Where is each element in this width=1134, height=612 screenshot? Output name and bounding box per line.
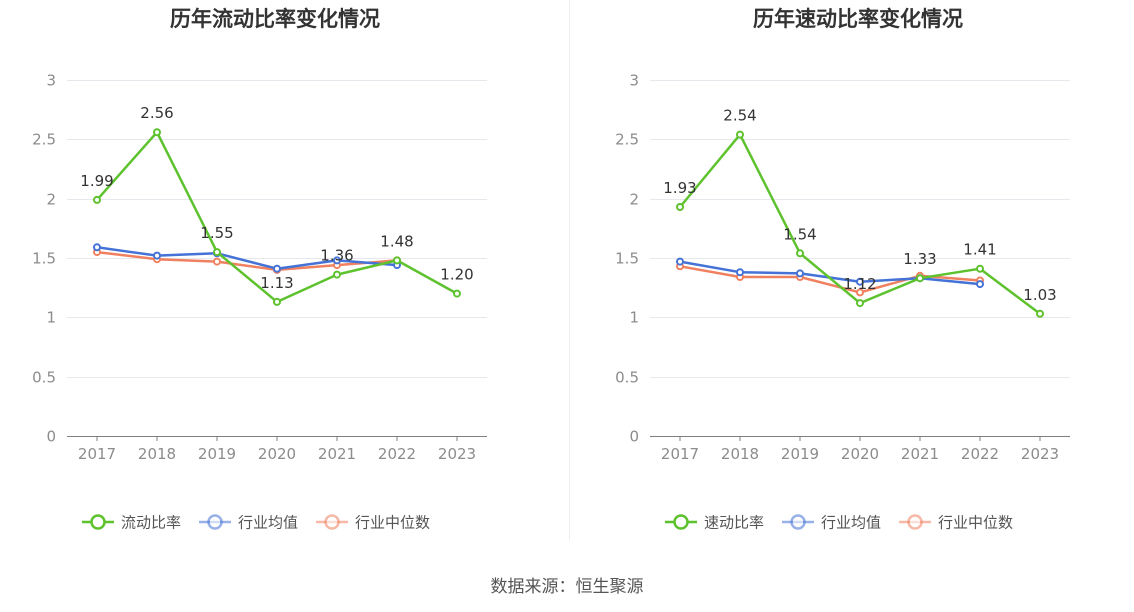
data-point-industry-avg[interactable] [93,243,101,252]
y-tick-label: 0.5 [32,369,56,387]
x-tick-label: 2019 [781,445,819,463]
data-label: 1.33 [903,250,936,268]
x-tick-label: 2023 [1021,445,1059,463]
data-point-industry-avg[interactable] [676,257,684,266]
legend-item-company[interactable]: 速动比率 [665,514,764,532]
y-tick-label: 0 [629,428,639,446]
data-point-industry-avg[interactable] [736,268,744,277]
data-point-company[interactable] [93,195,101,204]
data-label: 1.55 [200,224,233,242]
data-point-industry-median[interactable] [856,288,864,297]
legend-item-company[interactable]: 流动比率 [82,514,181,532]
data-point-company[interactable] [393,256,401,265]
y-tick-label: 3 [629,72,639,90]
y-tick-label: 1.5 [615,250,639,268]
legend-item-industry-median[interactable]: 行业中位数 [316,514,430,532]
legend-marker [790,514,806,530]
y-tick-label: 1.5 [32,250,56,268]
data-label: 1.36 [320,247,353,265]
series-line-industry-median [96,250,398,272]
x-tick-label: 2019 [198,445,236,463]
y-tick-label: 0.5 [615,369,639,387]
x-tick-label: 2017 [661,445,699,463]
data-point-industry-avg[interactable] [976,280,984,289]
x-tick-label: 2018 [138,445,176,463]
x-tick-label: 2021 [901,445,939,463]
data-label: 1.03 [1023,286,1056,304]
y-tick-label: 1 [46,309,56,327]
data-point-company[interactable] [153,128,161,137]
chart-title: 历年流动比率变化情况 [170,7,380,31]
y-tick-label: 2 [629,191,639,209]
y-tick-label: 2 [46,191,56,209]
data-label: 1.13 [260,274,293,292]
y-tick-label: 2.5 [32,131,56,149]
x-tick-label: 2022 [378,445,416,463]
data-point-company[interactable] [736,130,744,139]
chart-panel-1: 历年流动比率变化情况 0 0.5 1 1.5 2 2.5 3 2017 2018 2019 2020 2… [32,7,487,532]
data-label: 1.12 [843,275,876,293]
data-point-industry-avg[interactable] [153,251,161,260]
legend-marker [90,514,106,530]
legend-label: 行业中位数 [355,514,430,532]
data-label: 1.93 [663,179,696,197]
x-tick-label: 2023 [438,445,476,463]
x-tick-label: 2021 [318,445,356,463]
data-point-industry-median[interactable] [213,257,221,266]
data-point-company[interactable] [453,289,461,298]
chart-panel-2: 历年速动比率变化情况 0 0.5 1 1.5 2 2.5 3 2017 2018 2019 2020 2… [615,7,1070,532]
data-label: 2.56 [140,104,173,122]
data-point-company[interactable] [976,264,984,273]
legend-item-industry-median[interactable]: 行业中位数 [899,514,1013,532]
source-note: 数据来源：恒生聚源 [490,577,644,597]
chart-title: 历年速动比率变化情况 [753,7,963,31]
legend-label: 行业均值 [238,514,298,532]
x-tick-label: 2017 [78,445,116,463]
data-label: 2.54 [723,107,756,125]
data-label: 1.20 [440,266,473,284]
data-point-industry-avg[interactable] [796,269,804,278]
legend-marker [673,514,689,530]
data-point-industry-avg[interactable] [856,277,864,286]
data-point-company[interactable] [856,299,864,308]
x-tick-label: 2020 [258,445,296,463]
series-line-industry-avg [96,246,398,270]
data-point-company[interactable] [676,203,684,211]
data-point-company[interactable] [273,297,281,306]
data-label: 1.41 [963,241,996,259]
data-point-industry-avg[interactable] [273,264,281,273]
data-point-industry-avg[interactable] [333,256,341,265]
legend-marker [907,514,923,530]
legend-label: 行业中位数 [938,514,1013,532]
data-label: 1.54 [783,225,816,243]
legend-marker [207,514,223,530]
x-tick-label: 2022 [961,445,999,463]
legend-item-industry-avg[interactable]: 行业均值 [199,514,298,532]
data-point-company[interactable] [796,249,804,258]
y-tick-label: 3 [46,72,56,90]
data-point-company[interactable] [916,274,924,283]
x-tick-label: 2018 [721,445,759,463]
data-point-company[interactable] [213,248,221,257]
legend-label: 流动比率 [121,514,181,532]
data-point-company[interactable] [1036,309,1044,318]
y-tick-label: 2.5 [615,131,639,149]
legend-label: 速动比率 [704,514,764,532]
x-tick-label: 2020 [841,445,879,463]
legend-item-industry-avg[interactable]: 行业均值 [782,514,881,532]
y-tick-label: 0 [46,428,56,446]
y-tick-label: 1 [629,309,639,327]
data-point-company[interactable] [333,270,341,279]
data-label: 1.99 [80,172,113,190]
legend-marker [324,514,340,530]
data-label: 1.48 [380,232,413,250]
legend-label: 行业均值 [821,514,881,532]
